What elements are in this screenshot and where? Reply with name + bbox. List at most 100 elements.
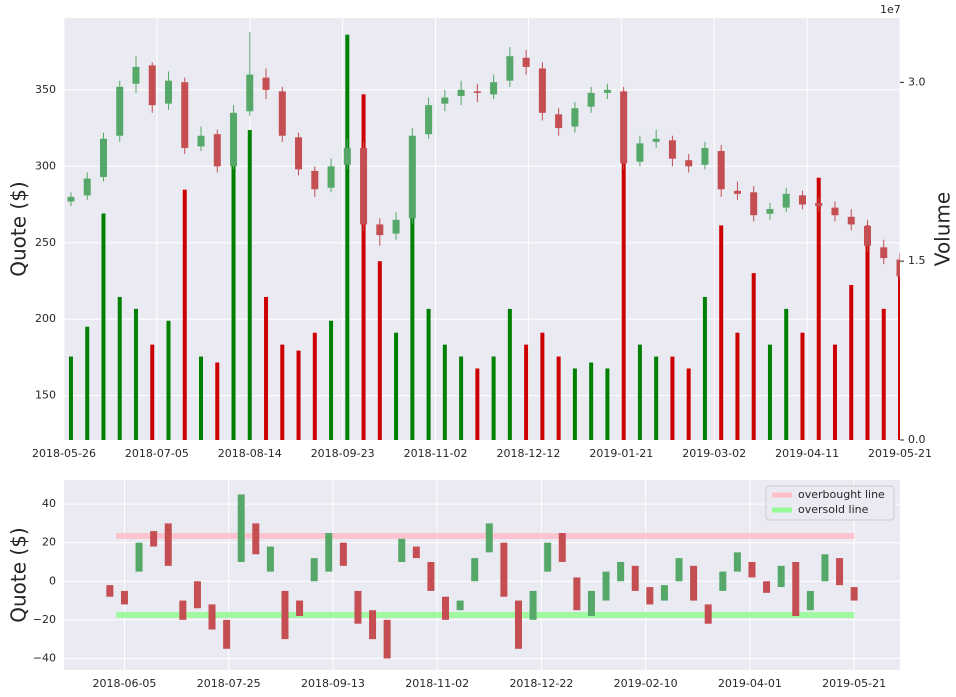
- candle-body: [831, 207, 839, 216]
- candle-body: [544, 542, 552, 572]
- x-tick-label: 2019-03-02: [682, 447, 746, 460]
- candle-body: [213, 134, 221, 167]
- y-tick-label: −20: [33, 613, 56, 626]
- candle-body: [850, 587, 858, 601]
- volume-bar: [605, 368, 610, 440]
- plot-area: [64, 18, 900, 440]
- candle-body: [369, 610, 377, 640]
- volume-bar: [247, 130, 252, 440]
- candle-body: [555, 114, 563, 129]
- candle-body: [733, 552, 741, 572]
- candle-body: [354, 590, 362, 624]
- candle-body: [766, 209, 774, 214]
- volume-bar: [670, 356, 675, 440]
- legend-label: oversold line: [798, 503, 869, 516]
- volume-bar: [264, 296, 269, 440]
- candle-body: [863, 225, 871, 246]
- candle-body: [360, 147, 368, 225]
- x-tick-label: 2018-12-12: [496, 447, 560, 460]
- candle-body: [164, 523, 172, 566]
- y-label: Quote ($): [7, 181, 31, 277]
- candle-body: [106, 585, 114, 597]
- volume-bar: [702, 296, 707, 440]
- candle-body: [690, 565, 698, 601]
- candle-body: [310, 558, 318, 582]
- candle-body: [408, 135, 416, 219]
- candle-body: [719, 571, 727, 591]
- volume-bar: [280, 344, 285, 440]
- volume-bar: [199, 356, 204, 440]
- volume-bar: [686, 368, 691, 440]
- candle-body: [376, 224, 384, 236]
- candle-body: [847, 216, 855, 225]
- y2-offset-text: 1e7: [880, 3, 901, 16]
- volume-bar: [442, 344, 447, 440]
- candle-body: [311, 170, 319, 190]
- candle-body: [646, 587, 654, 605]
- candle-body: [193, 581, 201, 609]
- candle-body: [425, 105, 433, 135]
- volume-bar: [800, 332, 805, 440]
- candle-body: [473, 91, 481, 93]
- x-tick-label: 2018-09-13: [301, 677, 365, 690]
- x-tick-label: 2019-05-21: [822, 677, 886, 690]
- candle-body: [383, 619, 391, 659]
- volume-bar: [865, 225, 870, 440]
- candle-body: [223, 619, 231, 649]
- volume-bar: [150, 344, 155, 440]
- volume-bar: [507, 308, 512, 440]
- candle-body: [717, 151, 725, 190]
- candle-body: [295, 137, 303, 170]
- candle-body: [441, 97, 449, 104]
- x-tick-label: 2018-09-23: [311, 447, 375, 460]
- volume-bar: [329, 320, 334, 440]
- y-tick-label: 0: [49, 574, 56, 587]
- candle-body: [392, 219, 400, 234]
- candle-body: [836, 558, 844, 586]
- volume-bar: [215, 362, 220, 440]
- volume-bar: [589, 362, 594, 440]
- y-tick-label: 150: [35, 389, 56, 402]
- candle-body: [148, 65, 156, 106]
- y2-tick-label: 1.5: [908, 254, 926, 267]
- candle-body: [763, 581, 771, 593]
- x-tick-label: 2018-11-02: [404, 447, 468, 460]
- candle-body: [165, 80, 172, 104]
- plot-background: [64, 18, 900, 440]
- volume-bar: [296, 350, 301, 440]
- candle-body: [815, 203, 823, 207]
- volume-bar: [849, 285, 854, 440]
- candle-body: [471, 558, 479, 582]
- volume-bar: [556, 356, 561, 440]
- candle-body: [237, 494, 245, 562]
- volume-bar: [377, 261, 382, 440]
- candle-body: [538, 68, 546, 113]
- x-tick-label: 2018-11-02: [405, 677, 469, 690]
- volume-bar: [898, 261, 900, 440]
- candle-body: [733, 190, 741, 194]
- candle-body: [500, 542, 508, 597]
- candle-body: [67, 196, 75, 202]
- volume-bar: [231, 153, 236, 440]
- candle-body: [132, 66, 140, 84]
- candle-body: [398, 538, 406, 562]
- candle-body: [412, 546, 420, 559]
- legend-label: overbought line: [798, 488, 885, 501]
- candle-body: [197, 135, 205, 147]
- candle-body: [490, 82, 498, 95]
- candle-body: [281, 590, 289, 640]
- candle-body: [685, 160, 693, 167]
- volume-bar: [654, 356, 659, 440]
- candle-body: [529, 590, 537, 620]
- y2-tick-label: 0.0: [908, 433, 926, 446]
- candle-body: [442, 596, 450, 620]
- volume-bar: [572, 368, 577, 440]
- candle-body: [587, 92, 595, 107]
- volume-bar: [166, 320, 171, 440]
- candle-body: [880, 247, 888, 259]
- x-tick-label: 2019-05-21: [868, 447, 932, 460]
- candle-body: [327, 166, 335, 188]
- candle-body: [896, 259, 900, 277]
- volume-bar: [540, 332, 545, 440]
- volume-bar: [133, 308, 138, 440]
